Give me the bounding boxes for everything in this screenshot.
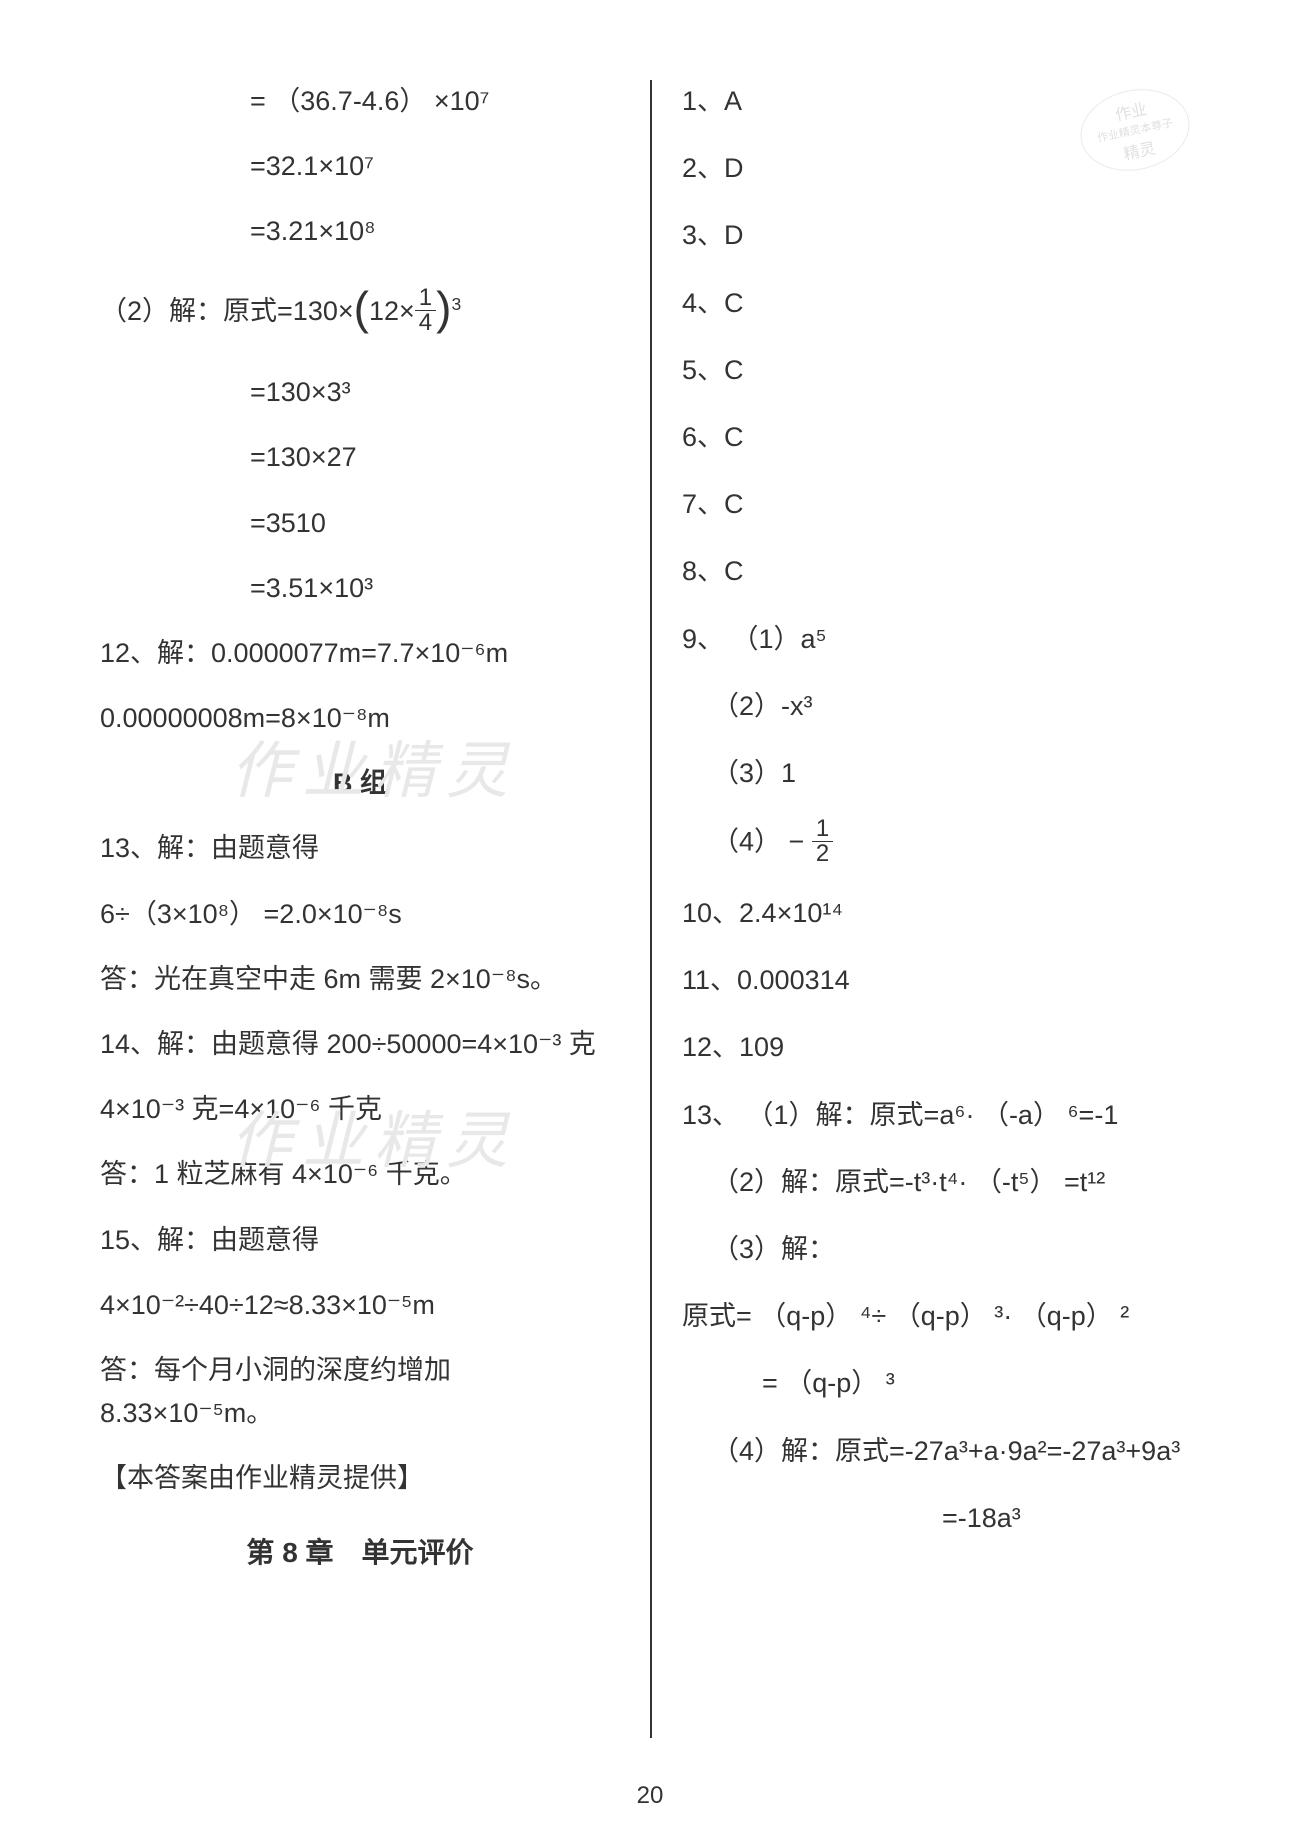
- text-line: 4×10⁻²÷40÷12≈8.33×10⁻⁵m: [100, 1284, 620, 1327]
- frac-num: 1: [812, 817, 833, 842]
- answer-line: 5、C: [682, 349, 1200, 392]
- answer-line: （2）-x³: [682, 685, 1200, 728]
- text-line: 14、解：由题意得 200÷50000=4×10⁻³ 克: [100, 1023, 620, 1066]
- answer-line: 13、 （1）解：原式=a⁶· （-a） ⁶=-1: [682, 1094, 1200, 1137]
- answer-line: =-18a³: [682, 1497, 1200, 1540]
- answer-line: （3）解：: [682, 1228, 1200, 1271]
- frac-den: 4: [415, 311, 436, 335]
- answer-line: 1、A: [682, 80, 1200, 123]
- eq-line: =130×27: [100, 436, 620, 479]
- eq-line: =130×3³: [100, 371, 620, 414]
- answer-line: （2）解：原式=-t³·t⁴· （-t⁵） =t¹²: [682, 1161, 1200, 1204]
- eq-line: =32.1×10⁷: [100, 145, 620, 188]
- answer-line: 10、2.4×10¹⁴: [682, 892, 1200, 935]
- answer-line: 2、D: [682, 147, 1200, 190]
- answer-line: 3、D: [682, 214, 1200, 257]
- content-columns: = （36.7-4.6） ×10⁷ =32.1×10⁷ =3.21×10⁸ （2…: [100, 80, 1200, 1738]
- answer-line: 9、 （1）a⁵: [682, 618, 1200, 661]
- eq-line: =3.21×10⁸: [100, 210, 620, 253]
- text-line: 4×10⁻³ 克=4×10⁻⁶ 千克: [100, 1088, 620, 1131]
- eq-line: =3510: [100, 502, 620, 545]
- eq-part: 12×: [369, 295, 415, 325]
- answer-line: 11、0.000314: [682, 959, 1200, 1002]
- answer-line: 6、C: [682, 416, 1200, 459]
- answer-line: 12、109: [682, 1026, 1200, 1069]
- text-line: 6÷（3×10⁸） =2.0×10⁻⁸s: [100, 893, 620, 936]
- credit-line: 【本答案由作业精灵提供】: [100, 1457, 620, 1500]
- text-line: 15、解：由题意得: [100, 1219, 620, 1262]
- answer-line: （4） − 12: [682, 819, 1200, 868]
- fraction: 14: [415, 286, 436, 335]
- text-line: 0.00000008m=8×10⁻⁸m: [100, 697, 620, 740]
- eq-prefix: （2）解：原式=: [100, 295, 293, 325]
- paren-close: ): [436, 282, 451, 334]
- frac-den: 2: [812, 842, 833, 866]
- text-line: 13、解：由题意得: [100, 827, 620, 870]
- neg-sign: −: [789, 827, 805, 857]
- chapter-title: 第 8 章 单元评价: [100, 1531, 620, 1576]
- frac-num: 1: [415, 286, 436, 311]
- fraction: 12: [812, 817, 833, 866]
- answer-line: （4）解：原式=-27a³+a·9a²=-27a³+9a³: [682, 1430, 1200, 1473]
- eq-part: 130×: [293, 295, 354, 325]
- answer-line: 原式= （q-p） ⁴÷ （q-p） ³· （q-p） ²: [682, 1295, 1200, 1338]
- group-heading: B 组: [100, 762, 620, 805]
- answer-part: （4）: [712, 827, 781, 857]
- answer-line: 8、C: [682, 550, 1200, 593]
- left-column: = （36.7-4.6） ×10⁷ =32.1×10⁷ =3.21×10⁸ （2…: [100, 80, 650, 1738]
- text-line: 答：1 粒芝麻有 4×10⁻⁶ 千克。: [100, 1153, 620, 1196]
- eq-line: = （36.7-4.6） ×10⁷: [100, 80, 620, 123]
- eq-line: =3.51×10³: [100, 567, 620, 610]
- answer-line: （3）1: [682, 752, 1200, 795]
- paren-open: (: [354, 282, 369, 334]
- text-line: 答：光在真空中走 6m 需要 2×10⁻⁸s。: [100, 958, 620, 1001]
- eq-line: （2）解：原式=130×(12×14)3: [100, 276, 620, 350]
- text-line: 12、解：0.0000077m=7.7×10⁻⁶m: [100, 632, 620, 675]
- exponent: 3: [451, 293, 461, 313]
- answer-line: 4、C: [682, 282, 1200, 325]
- page-number: 20: [0, 1782, 1300, 1810]
- answer-line: = （q-p） ³: [682, 1362, 1200, 1405]
- answer-line: 7、C: [682, 483, 1200, 526]
- right-column: 1、A 2、D 3、D 4、C 5、C 6、C 7、C 8、C 9、 （1）a⁵…: [650, 80, 1200, 1738]
- text-line: 答：每个月小洞的深度约增加 8.33×10⁻⁵m。: [100, 1349, 620, 1435]
